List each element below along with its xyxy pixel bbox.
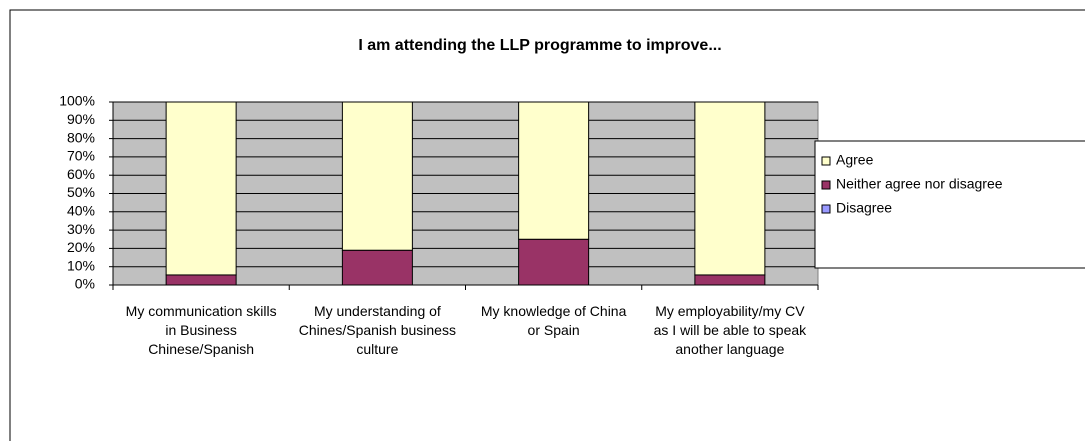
y-tick-label: 0% [75,276,95,292]
x-tick-label: My knowledge of China or Spain [480,303,627,338]
y-tick-label: 60% [67,166,95,182]
bar-segment [694,274,766,286]
x-tick-label: My communication skills in Business Chin… [125,303,277,357]
legend-label: Neither agree nor disagree [836,176,1003,192]
bar-segment [341,101,413,251]
x-tick-label: My understanding of Chines/Spanish busin… [298,303,456,357]
legend-swatch [821,204,831,214]
y-tick-label: 30% [67,221,95,237]
y-tick-label: 80% [67,129,95,145]
bar-segment [165,101,237,276]
x-tick-label: My employability/my CV as I will be able… [653,303,807,357]
bar-segment [518,238,590,286]
bar-segment [341,249,413,286]
bar-segment [518,101,590,240]
legend-swatch [821,156,831,166]
y-tick-label: 20% [67,239,95,255]
y-tick-label: 90% [67,111,95,127]
y-tick-label: 10% [67,257,95,273]
y-tick-label: 40% [67,203,95,219]
legend-box [814,140,1085,269]
y-tick-label: 70% [67,148,95,164]
legend-label: Disagree [836,200,892,216]
y-tick-label: 50% [67,184,95,200]
bar-segment [165,274,237,286]
y-tick-label: 100% [59,93,95,109]
legend-swatch [821,180,831,190]
legend-label: Agree [836,152,874,168]
chart-title: I am attending the LLP programme to impr… [358,37,721,54]
bar-segment [694,101,766,276]
